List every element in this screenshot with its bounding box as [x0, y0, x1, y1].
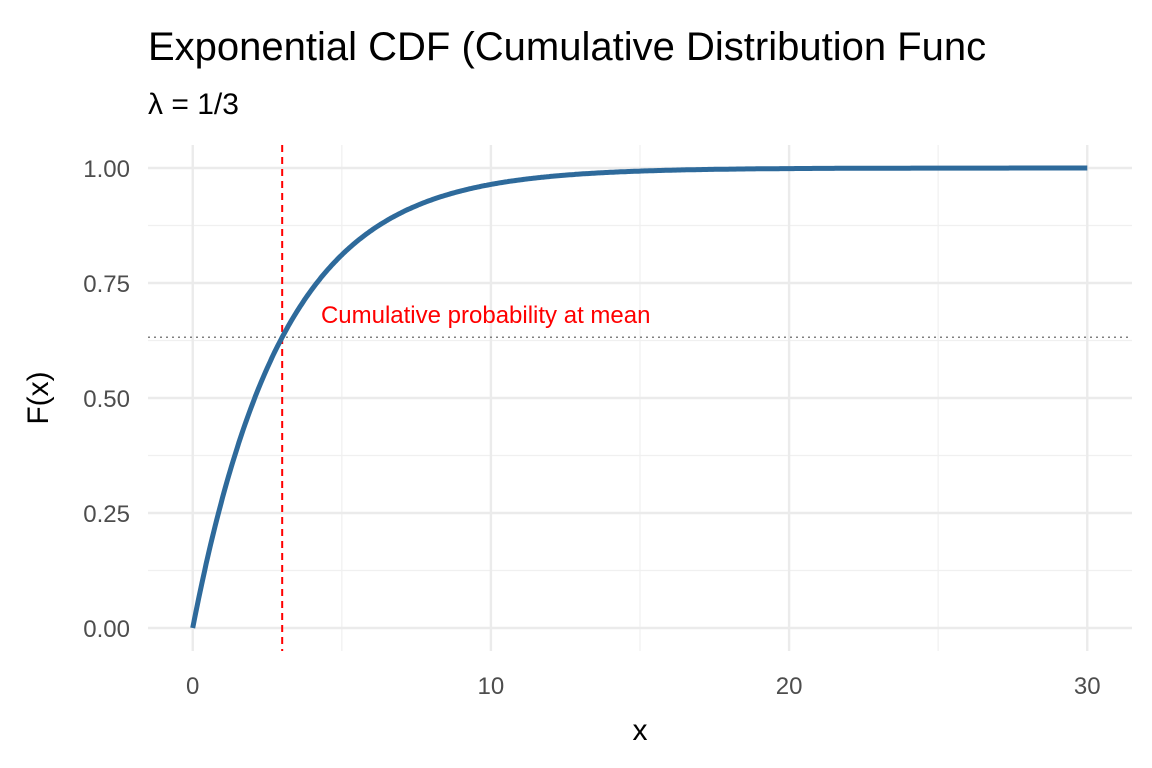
- chart-subtitle: λ = 1/3: [148, 88, 239, 121]
- chart-title: Exponential CDF (Cumulative Distribution…: [148, 25, 986, 69]
- tick-labels: 0 10 20 30 0.00 0.25 0.50 0.75 1.00: [83, 156, 1100, 700]
- y-tick-label: 0.75: [83, 271, 130, 298]
- x-tick-label: 30: [1074, 673, 1101, 700]
- grid: [148, 145, 1132, 651]
- y-tick-label: 1.00: [83, 156, 130, 183]
- cdf-line: [190, 165, 1088, 629]
- x-tick-label: 20: [776, 673, 803, 700]
- x-tick-label: 10: [478, 673, 505, 700]
- y-axis-label: F(x): [22, 371, 55, 424]
- annotation: Cumulative probability at mean: [321, 302, 650, 329]
- reference-lines: [148, 145, 1132, 651]
- y-tick-label: 0.50: [83, 386, 130, 413]
- x-axis-label: x: [633, 714, 648, 747]
- y-tick-label: 0.25: [83, 501, 130, 528]
- x-tick-label: 0: [186, 673, 199, 700]
- y-tick-label: 0.00: [83, 616, 130, 643]
